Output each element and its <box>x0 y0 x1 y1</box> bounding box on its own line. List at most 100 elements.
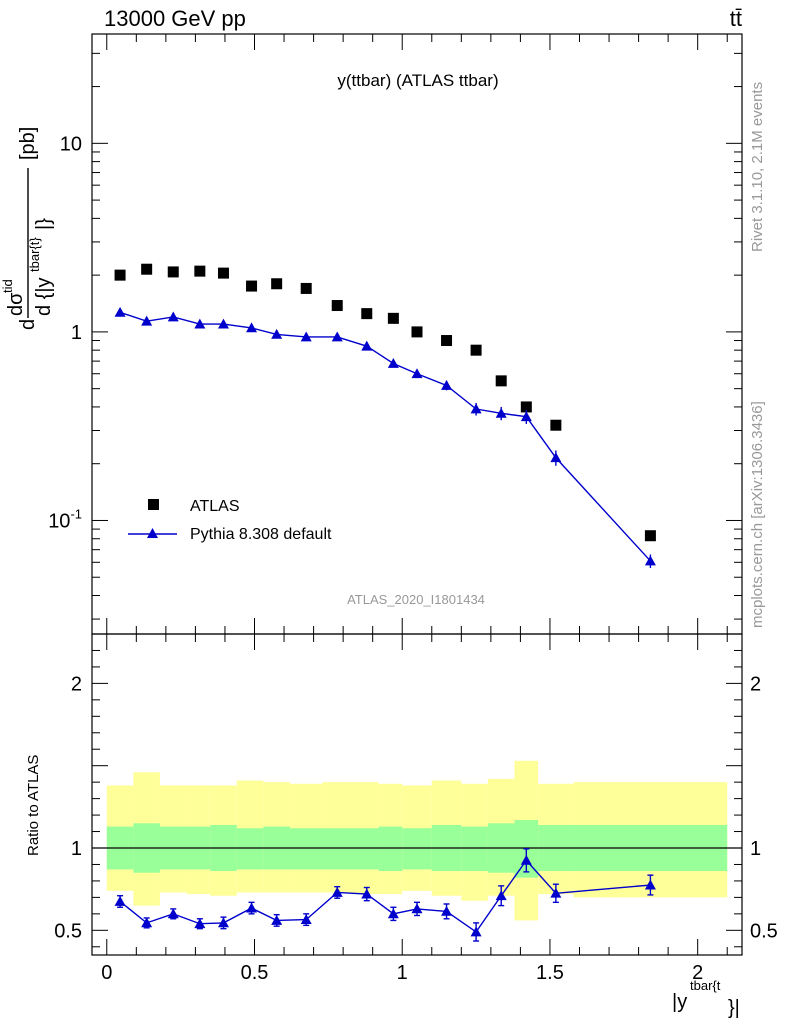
x-tick-label: 1 <box>397 962 408 984</box>
ratio-data-point <box>644 879 656 890</box>
atlas-data-point <box>194 265 206 277</box>
atlas-data-point <box>361 308 373 320</box>
pythia-data-point <box>411 368 423 379</box>
atlas-data-point <box>114 269 126 281</box>
x-tick-label: 0.5 <box>241 962 269 984</box>
ratio-series-line <box>119 859 651 933</box>
main-y-tick-label: 10-1 <box>48 506 82 532</box>
x-axis-label: |y tbar{t }| <box>672 978 740 1019</box>
pythia-data-point <box>114 306 126 317</box>
atlas-data-point <box>271 278 283 290</box>
x-tick-label: 2 <box>692 962 703 984</box>
svg-text:tbar{t}: tbar{t} <box>27 237 42 272</box>
ratio-data-point <box>331 886 343 897</box>
atlas-data-point <box>495 375 507 387</box>
ratio-band-inner <box>402 828 432 870</box>
ratio-uncertainty-bands <box>92 760 742 921</box>
atlas-data-point <box>644 530 656 542</box>
svg-text:}|: }| <box>728 997 740 1019</box>
atlas-data-point <box>167 266 179 278</box>
pythia-data-point <box>246 322 258 333</box>
y-axis-label-main: d dσ tid d {|y tbar{t} |} [pb] <box>0 127 55 330</box>
main-plot-title: y(ttbar) (ATLAS ttbar) <box>337 71 498 90</box>
atlas-data-point <box>300 282 312 294</box>
pythia-data-point <box>470 403 482 414</box>
svg-text:tid: tid <box>0 279 15 293</box>
pythia-data-point <box>300 331 312 342</box>
ratio-data-point <box>194 918 206 929</box>
legend-pythia-label: Pythia 8.308 default <box>190 526 332 543</box>
ratio-y-tick-label: 0.5 <box>54 920 82 942</box>
atlas-data-point <box>141 263 153 275</box>
pythia-data-point <box>167 311 179 322</box>
svg-text:d: d <box>17 319 39 330</box>
header-energy-label: 13000 GeV pp <box>104 6 246 31</box>
ratio-band-inner <box>322 828 352 870</box>
ratio-y-tick-label: 1 <box>71 838 82 860</box>
ratio-band-inner <box>352 828 379 870</box>
ratio-band-inner <box>236 828 264 870</box>
legend-atlas-label: ATLAS <box>190 498 240 515</box>
ratio-data-point <box>271 914 283 925</box>
ratio-y-tick-label: 2 <box>71 673 82 695</box>
pythia-data-point <box>387 357 399 368</box>
x-tick-label: 1.5 <box>536 962 564 984</box>
pythia-data-point <box>331 331 343 342</box>
legend-pythia-marker <box>147 528 158 538</box>
pythia-data-point <box>217 318 229 329</box>
pythia-data-point <box>271 328 283 339</box>
ratio-data-point <box>550 887 562 898</box>
pythia-data-point <box>361 340 373 351</box>
rivet-version-label: Rivet 3.1.10, 2.1M events <box>749 82 766 252</box>
pythia-data-point <box>520 411 532 422</box>
ratio-data-point <box>246 902 258 913</box>
svg-text:d {|y: d {|y <box>33 277 55 316</box>
ratio-data-point <box>217 917 229 928</box>
svg-text:dσ: dσ <box>5 292 27 316</box>
pythia-data-point <box>141 315 153 326</box>
main-y-tick-label: 1 <box>71 322 82 344</box>
ratio-data-point <box>361 888 373 899</box>
legend: ATLAS Pythia 8.308 default <box>128 498 332 543</box>
ratio-y-tick-label-right: 1 <box>750 838 761 860</box>
legend-atlas-marker <box>148 499 159 510</box>
ratio-data-point <box>495 890 507 901</box>
ratio-data-point <box>411 903 423 914</box>
ratio-data-point <box>300 914 312 925</box>
axis-ticks: 10-1 1 10 0 0.5 1 1.5 2 0.5 0.5 1 1 2 2 <box>48 34 778 984</box>
atlas-data-point <box>550 419 562 431</box>
pythia-data-point <box>495 407 507 418</box>
pythia-data-point <box>550 452 562 463</box>
ratio-data-point <box>520 854 532 865</box>
atlas-data-point <box>246 280 258 292</box>
atlas-data-point <box>387 312 399 324</box>
pythia-data-point <box>441 379 453 390</box>
pythia-series-line <box>119 311 651 562</box>
ratio-data-point <box>441 905 453 916</box>
mcplots-credit-label: mcplots.cern.ch [arXiv:1306.3436] <box>749 401 766 628</box>
ratio-data-point <box>167 908 179 919</box>
ratio-band-inner <box>461 826 488 872</box>
atlas-data-point <box>331 300 343 312</box>
series-layer <box>114 263 656 942</box>
ratio-y-tick-label-right: 2 <box>750 673 761 695</box>
ratio-band-inner <box>378 826 403 872</box>
ratio-plot-frame <box>91 633 743 956</box>
axes-frames <box>91 33 743 956</box>
main-y-tick-label: 10 <box>60 133 82 155</box>
svg-text:|y: |y <box>672 991 687 1013</box>
analysis-watermark: ATLAS_2020_I1801434 <box>347 592 485 607</box>
x-tick-label: 0 <box>101 962 112 984</box>
ratio-data-point <box>470 926 482 937</box>
atlas-data-point <box>470 344 482 356</box>
y-axis-label-ratio: Ratio to ATLAS <box>25 755 42 856</box>
atlas-data-point <box>441 335 453 347</box>
atlas-data-point <box>411 326 423 338</box>
pythia-data-point <box>644 555 656 566</box>
ratio-band-inner <box>289 828 323 870</box>
ratio-y-tick-label-right: 0.5 <box>750 920 778 942</box>
ratio-data-point <box>114 896 126 906</box>
pythia-data-point <box>194 318 206 329</box>
ratio-data-point <box>387 908 399 919</box>
